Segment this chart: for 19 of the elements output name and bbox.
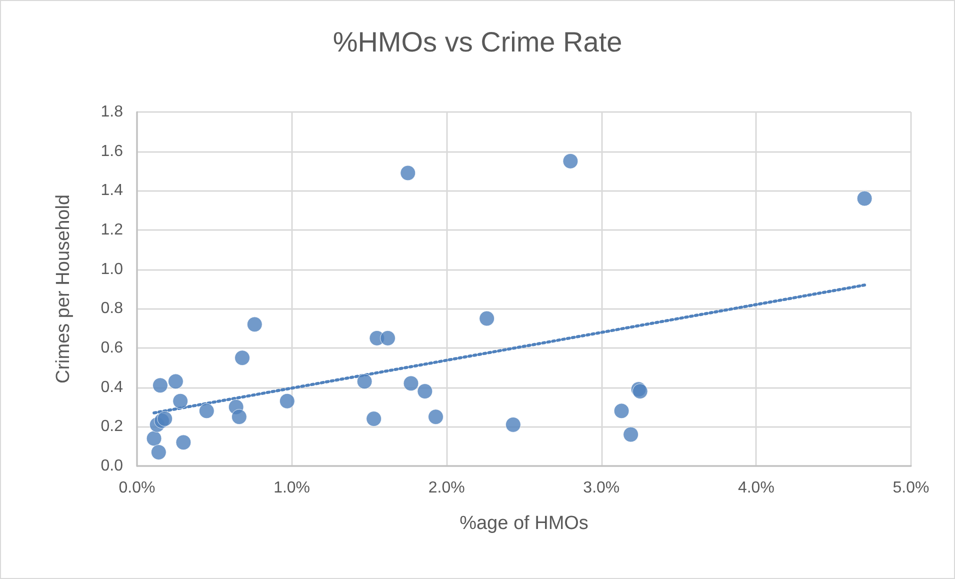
y-tick-label: 1.4 — [100, 182, 124, 200]
x-tick-label: 5.0% — [892, 480, 930, 496]
y-tick-label: 1.0 — [100, 260, 124, 278]
y-tick-label: 0.4 — [100, 378, 124, 396]
y-tick-label: 0.0 — [100, 458, 124, 474]
x-tick-label: 4.0% — [738, 480, 774, 496]
x-axis-title: %age of HMOs — [460, 513, 588, 534]
y-tick-label: 0.6 — [100, 340, 124, 356]
y-tick-label: 1.2 — [100, 222, 124, 238]
chart-title: %HMOs vs Crime Rate — [332, 26, 622, 58]
y-tick-label: 0.8 — [100, 300, 124, 318]
y-tick-label: 1.8 — [100, 104, 124, 120]
y-axis-title: Crimes per Household — [53, 194, 74, 384]
y-tick-label: 1.6 — [100, 142, 124, 160]
x-tick-label: 0.0% — [118, 480, 156, 496]
y-tick-label: 0.2 — [100, 418, 124, 436]
x-tick-label: 3.0% — [583, 480, 620, 496]
x-tick-label: 1.0% — [274, 480, 310, 496]
x-tick-label: 2.0% — [428, 480, 465, 496]
